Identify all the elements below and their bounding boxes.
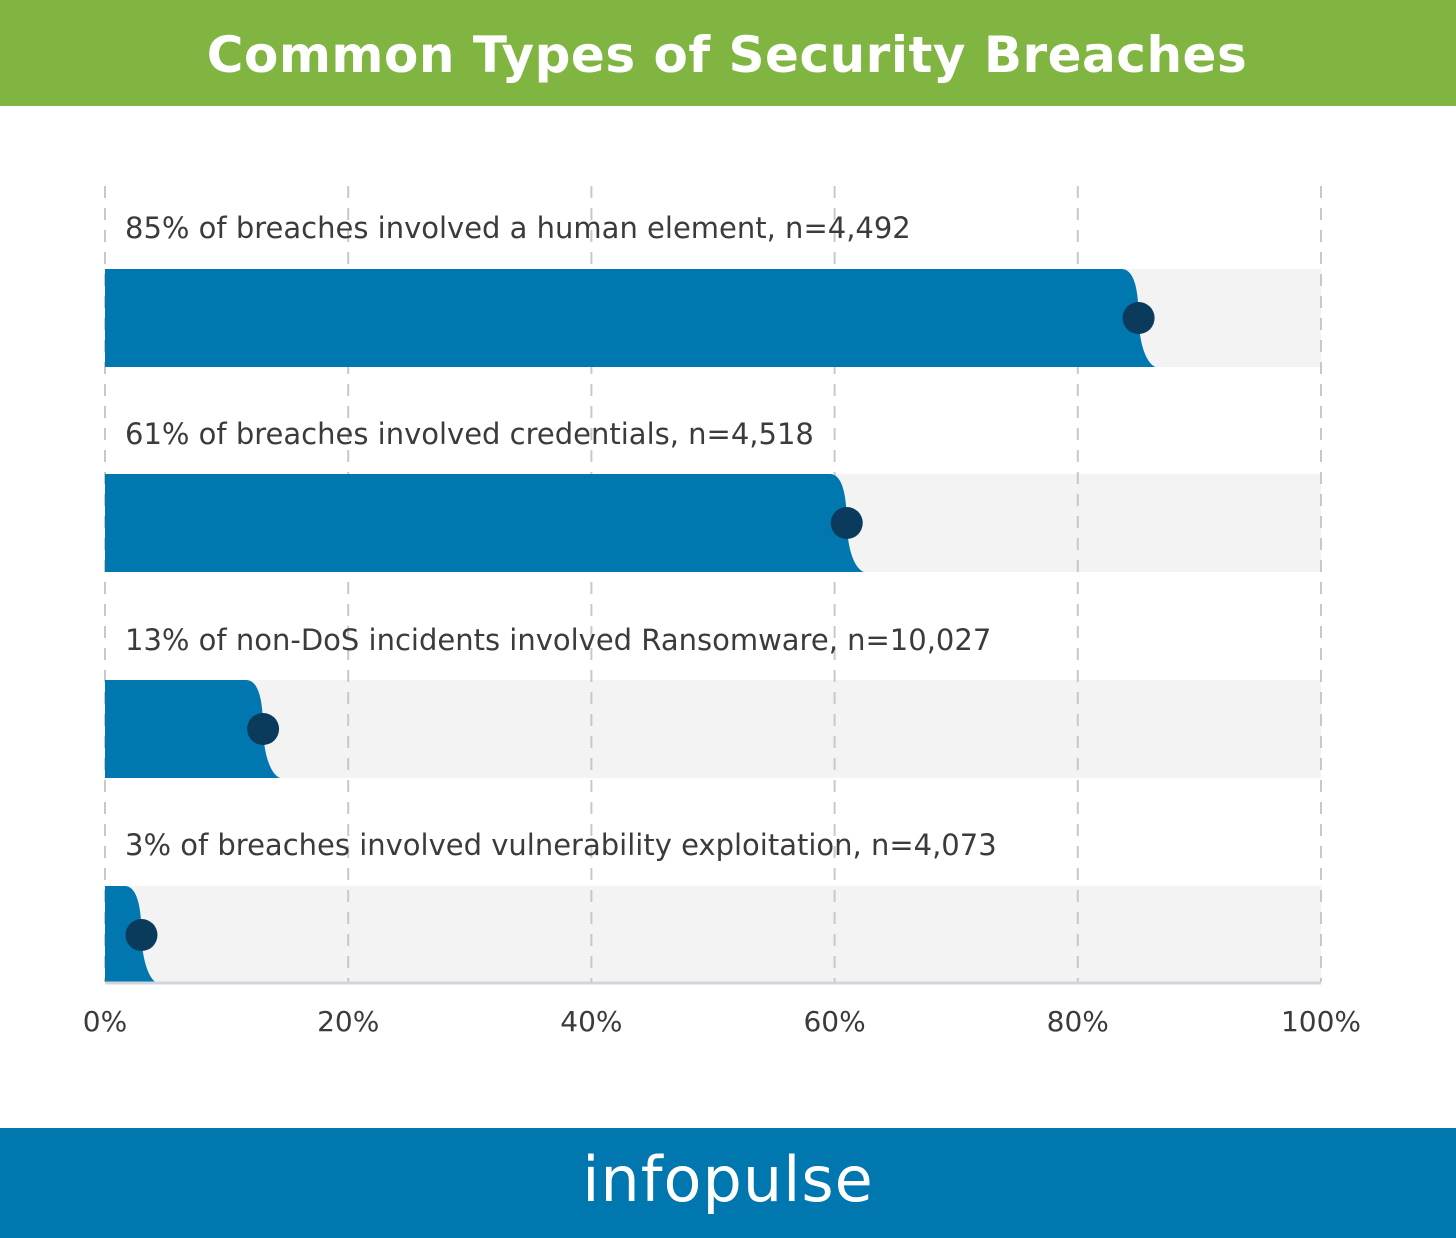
header-banner: Common Types of Security Breaches: [0, 0, 1456, 106]
bar-label: 61% of breaches involved credentials, n=…: [125, 417, 814, 451]
bar-value-marker: [1122, 302, 1155, 334]
x-tick-label: 0%: [83, 1005, 127, 1038]
bar-track: [105, 886, 1321, 984]
x-tick-label: 40%: [560, 1005, 622, 1038]
x-tick-label: 20%: [317, 1005, 379, 1038]
x-tick-label: 100%: [1281, 1005, 1361, 1038]
bar-label: 3% of breaches involved vulnerability ex…: [125, 828, 997, 862]
bar-value-marker: [830, 507, 863, 539]
x-tick-label: 80%: [1047, 1005, 1109, 1038]
bar-value-marker: [125, 919, 158, 951]
bar: [105, 680, 281, 778]
bars-layer: [105, 269, 1156, 984]
footer-banner: infopulse: [0, 1128, 1456, 1238]
bar: [105, 269, 1156, 367]
bar-value-marker: [247, 713, 280, 745]
brand-logo: infopulse: [582, 1142, 874, 1216]
x-tick-label: 60%: [803, 1005, 865, 1038]
chart-title: Common Types of Security Breaches: [206, 26, 1248, 84]
bar-track: [105, 680, 1321, 778]
bar: [105, 474, 864, 572]
bar-labels: 85% of breaches involved a human element…: [125, 211, 997, 862]
bar-label: 85% of breaches involved a human element…: [125, 211, 911, 245]
x-axis: 0% 20% 40% 60% 80% 100%: [83, 981, 1361, 1038]
bar-label: 13% of non-DoS incidents involved Ransom…: [125, 623, 991, 657]
